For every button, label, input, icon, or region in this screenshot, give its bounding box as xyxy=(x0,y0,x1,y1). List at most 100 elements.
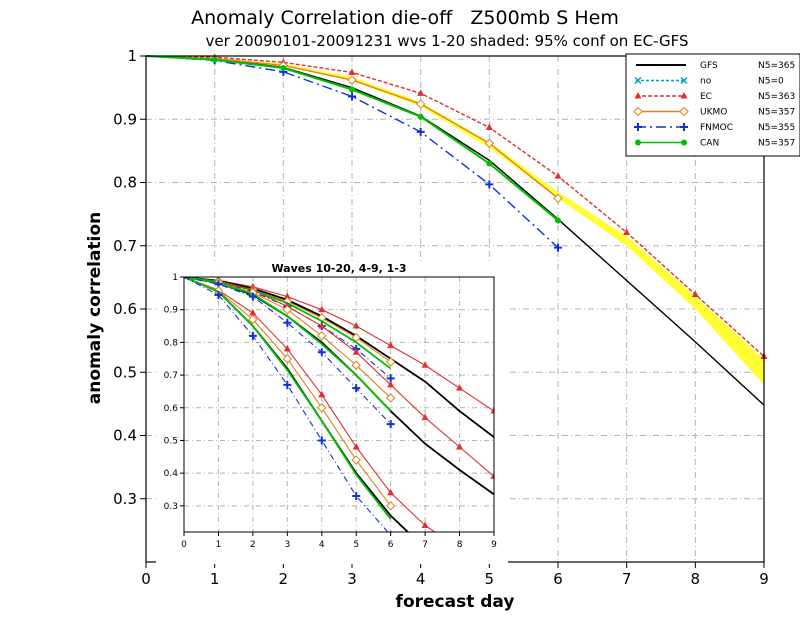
inset-marker-fnmoc xyxy=(352,492,361,501)
x-tick-label: 6 xyxy=(553,570,563,588)
inset-marker-ec xyxy=(421,361,429,368)
y-tick-label: 1 xyxy=(127,47,137,65)
inset-y-tick-label: 0.4 xyxy=(164,469,179,479)
inset-marker-ukmo xyxy=(385,357,396,367)
inset-marker-fnmoc xyxy=(283,380,292,389)
inset-line-ec-waves-1-3 xyxy=(184,277,494,412)
inset-line-gfs-waves-1-3 xyxy=(184,277,494,438)
marker-can xyxy=(555,217,561,224)
inset-y-tick-label: 0.6 xyxy=(164,404,179,414)
y-tick-label: 0.4 xyxy=(113,427,137,445)
y-tick-label: 0.7 xyxy=(113,237,137,255)
legend-marker xyxy=(635,139,641,146)
inset-marker-ec xyxy=(490,407,494,414)
inset-marker-ukmo xyxy=(385,393,396,403)
legend-count-fnmoc: N5=355 xyxy=(758,123,795,133)
inset-x-tick-label: 8 xyxy=(457,540,463,550)
x-tick-label: 9 xyxy=(759,570,769,588)
marker-ec xyxy=(691,290,699,297)
inset-marker-ec xyxy=(352,443,360,450)
marker-can xyxy=(486,160,493,167)
inset-y-tick-label: 0.3 xyxy=(164,502,178,512)
inset-marker-ec xyxy=(283,344,291,352)
x-tick-label: 0 xyxy=(141,570,151,588)
inset-y-tick-label: 0.8 xyxy=(164,338,179,348)
legend-marker xyxy=(680,123,688,131)
x-tick-label: 1 xyxy=(210,570,220,588)
inset-marker-fnmoc xyxy=(248,331,257,340)
main-plot-area: 0 1 2 3 4 5 6 7 8 9 1 0.9 0.8 0.7 0.6 0.5 0.4 0.3 xyxy=(113,47,769,588)
inset-marker-ukmo xyxy=(317,331,327,341)
inset-x-tick-label: 4 xyxy=(319,540,325,550)
inset-marker-ukmo xyxy=(317,403,327,413)
y-tick-label: 0.6 xyxy=(113,300,137,318)
inset-marker-ec xyxy=(352,322,360,329)
marker-ec xyxy=(485,123,493,130)
x-tick-label: 5 xyxy=(485,570,495,588)
inset-marker-fnmoc xyxy=(214,290,223,299)
inset-marker-fnmoc xyxy=(352,384,361,393)
marker-ukmo xyxy=(553,193,563,204)
chart-subtitle: ver 20090101-20091231 wvs 1-20 shaded: 9… xyxy=(205,32,688,50)
inset-marker-fnmoc xyxy=(283,318,292,327)
marker-ukmo xyxy=(347,75,357,85)
y-tick-label: 0.5 xyxy=(113,363,137,381)
inset-x-tick-label: 9 xyxy=(491,540,497,550)
x-tick-label: 8 xyxy=(691,570,701,588)
marker-can xyxy=(211,56,218,63)
legend-count-ec: N5=363 xyxy=(758,92,795,102)
legend-count-ukmo: N5=357 xyxy=(758,108,795,118)
inset-line-ec-waves-4-9 xyxy=(184,277,494,477)
inset-series-group xyxy=(184,277,494,532)
legend-label-ukmo: UKMO xyxy=(700,108,727,118)
legend-label-can: CAN xyxy=(700,139,719,149)
marker-ukmo xyxy=(415,99,426,109)
series-line-ec xyxy=(145,55,765,357)
y-tick-label: 0.9 xyxy=(113,110,137,128)
legend-label-ec: EC xyxy=(700,92,712,102)
inset-marker-ec xyxy=(490,472,494,479)
legend-marker xyxy=(680,92,688,99)
inset-marker-fnmoc xyxy=(386,420,395,429)
marker-can xyxy=(417,113,424,120)
legend-box xyxy=(625,53,800,157)
y-tick-label: 0.3 xyxy=(113,490,137,508)
legend-count-can: N5=357 xyxy=(758,139,795,149)
legend-marker xyxy=(634,76,642,85)
inset-y-tick-label: 0.9 xyxy=(164,306,179,316)
inset-marker-ec xyxy=(318,305,326,313)
legend-label-no: no xyxy=(700,77,712,87)
inset-y-tick-label: 0.5 xyxy=(164,436,178,446)
inset-y-tick-label: 1 xyxy=(172,273,178,283)
x-tick-label: 2 xyxy=(279,570,289,588)
inset-frame xyxy=(183,276,495,533)
inset-marker-fnmoc xyxy=(317,436,326,445)
legend-marker xyxy=(680,76,688,85)
y-axis-label: anomaly correlation xyxy=(85,212,105,404)
inset-marker-ukmo xyxy=(385,501,396,511)
inset-marker-ukmo xyxy=(351,455,361,465)
inset-marker-ec xyxy=(387,488,395,496)
inset-marker-ukmo xyxy=(282,354,293,364)
inset-x-tick-label: 2 xyxy=(250,540,256,550)
legend-label-gfs: GFS xyxy=(700,61,718,71)
inset-marker-ec xyxy=(352,348,360,355)
legend-count-gfs: N5=365 xyxy=(758,61,795,71)
inset-x-tick-label: 7 xyxy=(422,540,428,550)
inset-marker-ec xyxy=(421,413,429,421)
inset-marker-fnmoc xyxy=(248,292,257,301)
inset-marker-ec xyxy=(387,380,395,388)
legend-count-no: N5=0 xyxy=(758,77,784,87)
marker-ec xyxy=(417,89,425,96)
inset-title: Waves 10-20, 4-9, 1-3 xyxy=(271,262,406,275)
x-tick-label: 7 xyxy=(622,570,632,588)
inset-marker-ec xyxy=(421,521,429,528)
marker-fnmoc xyxy=(554,243,562,252)
inset-y-tick-label: 0.7 xyxy=(164,371,178,381)
legend: GFS N5=365 no N5=0 EC N5=363 UKMO N5=357 FNMOC N5… xyxy=(625,53,800,157)
marker-fnmoc xyxy=(348,92,356,101)
chart-title: Anomaly Correlation die-off Z500mb S Hem xyxy=(191,7,619,29)
legend-marker xyxy=(679,106,689,117)
x-tick-label: 3 xyxy=(347,570,357,588)
